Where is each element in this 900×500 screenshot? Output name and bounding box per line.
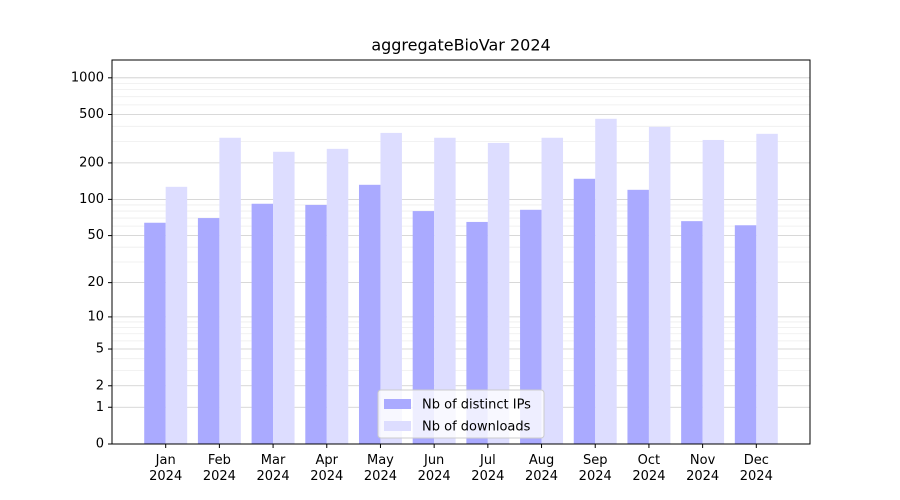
x-tick-label: Jul 2024 bbox=[471, 453, 505, 484]
bar bbox=[756, 133, 778, 444]
bar bbox=[466, 221, 488, 444]
legend: Nb of distinct IPs Nb of downloads bbox=[377, 389, 545, 439]
x-tick-label: Aug 2024 bbox=[524, 453, 559, 484]
bar bbox=[487, 142, 510, 445]
bar bbox=[305, 204, 327, 444]
legend-swatch bbox=[384, 399, 411, 409]
bar bbox=[434, 137, 456, 444]
x-tick-label: Mar 2024 bbox=[256, 453, 290, 484]
axes-frame bbox=[111, 59, 811, 445]
bar bbox=[412, 211, 435, 444]
x-tick-label: Apr 2024 bbox=[310, 453, 344, 484]
bar bbox=[273, 151, 295, 444]
y-tick-label: 10 bbox=[87, 309, 104, 324]
x-tick-label: Feb 2024 bbox=[202, 453, 236, 484]
y-tick-label: 500 bbox=[79, 107, 104, 122]
x-tick-label: Jun 2024 bbox=[417, 453, 451, 484]
bar bbox=[197, 218, 220, 444]
y-tick-label: 50 bbox=[87, 228, 104, 243]
bar bbox=[326, 148, 349, 444]
legend-swatch bbox=[384, 421, 411, 431]
bar bbox=[648, 126, 671, 444]
y-tick-label: 0 bbox=[96, 437, 104, 452]
legend-label: Nb of downloads bbox=[422, 420, 531, 435]
bar bbox=[595, 118, 617, 444]
bar bbox=[734, 225, 757, 444]
y-tick-label: 1 bbox=[96, 400, 104, 415]
bar bbox=[520, 209, 542, 444]
y-tick-label: 2 bbox=[96, 378, 104, 393]
bar bbox=[144, 222, 166, 444]
bar bbox=[358, 184, 381, 444]
y-tick-label: 100 bbox=[79, 192, 104, 207]
x-tick-label: Dec 2024 bbox=[739, 453, 773, 484]
x-tick-label: Jan 2024 bbox=[149, 453, 183, 484]
bar bbox=[251, 203, 274, 444]
chart-title: aggregateBioVar 2024 bbox=[371, 36, 550, 55]
bar bbox=[219, 137, 241, 444]
y-tick-label: 200 bbox=[79, 155, 104, 170]
y-tick-label: 5 bbox=[96, 342, 104, 357]
bar bbox=[573, 178, 596, 444]
legend-label: Nb of distinct IPs bbox=[422, 398, 531, 413]
bar bbox=[165, 186, 188, 445]
y-tick-label: 20 bbox=[87, 275, 104, 290]
bar bbox=[627, 189, 649, 444]
x-tick-label: Nov 2024 bbox=[686, 453, 720, 484]
x-tick-label: Oct 2024 bbox=[632, 453, 666, 484]
bar bbox=[702, 139, 725, 445]
bar bbox=[380, 132, 402, 444]
legend-box bbox=[377, 389, 545, 439]
y-tick-label: 1000 bbox=[71, 70, 104, 85]
x-tick-label: Sep 2024 bbox=[578, 453, 612, 484]
bar bbox=[681, 221, 703, 444]
x-tick-label: May 2024 bbox=[363, 453, 397, 484]
bar bbox=[541, 137, 564, 444]
